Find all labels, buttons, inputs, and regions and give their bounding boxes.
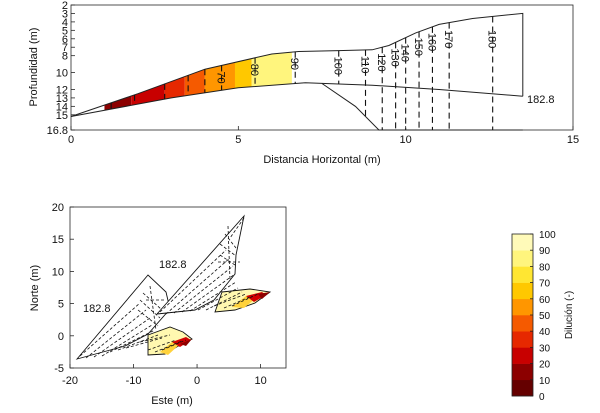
- bottom-contour-label-1: 182.8: [83, 303, 111, 315]
- top-contour-label: 100: [332, 57, 344, 75]
- bottom-plume-2: [155, 214, 272, 315]
- top-contour-label: 160: [425, 33, 437, 51]
- colorbar-tick-label: 60: [539, 295, 551, 306]
- colorbar-tick-label: 40: [539, 327, 551, 338]
- colorbar-block: [512, 379, 533, 397]
- colorbar-tick-label: 0: [539, 392, 545, 403]
- top-y-tick-label: 10: [56, 68, 68, 80]
- bottom-y-ticks: -5 0 5 10 15 20: [52, 202, 74, 375]
- top-x-ticks: 0 5 10 15: [68, 126, 579, 146]
- top-contour-label: 170: [442, 30, 454, 48]
- bottom-x-tick-label: 0: [194, 375, 200, 387]
- bottom-contour-label-2: 182.8: [159, 259, 187, 271]
- colorbar-block: [512, 298, 533, 316]
- top-y-tick-label: 2: [62, 0, 68, 12]
- top-contour-label: 150: [412, 38, 424, 56]
- bottom-y-axis-label: Norte (m): [29, 265, 41, 311]
- bottom-y-tick-label: 10: [52, 266, 64, 278]
- top-contour-label: 180: [486, 30, 498, 48]
- top-y-tick-label: 16.8: [47, 125, 68, 137]
- colorbar-tick-label: 100: [539, 230, 556, 241]
- top-y-tick-label: 8: [62, 51, 68, 63]
- bottom-x-axis-label: Este (m): [151, 395, 193, 407]
- top-plume-centerline: [70, 82, 523, 117]
- colorbar-block: [512, 331, 533, 348]
- top-contour-label: 140: [399, 44, 411, 62]
- colorbar-block: [512, 234, 533, 251]
- top-contour-label: 70: [215, 71, 227, 83]
- top-y-tick-label: 12: [56, 84, 68, 96]
- top-y-tick-label: 6: [62, 34, 68, 46]
- top-lower-branch: [321, 83, 523, 131]
- colorbar: 0 10 20 30 40 50 60 70 80 90 100 Dilución (-): [511, 230, 575, 403]
- bottom-y-tick-label: -5: [54, 363, 64, 375]
- colorbar-tick-label: 50: [539, 311, 551, 322]
- colorbar-block: [512, 315, 533, 332]
- bottom-y-tick-label: 20: [52, 202, 64, 214]
- top-x-tick-label: 15: [567, 134, 579, 146]
- bottom-x-tick-label: 10: [254, 375, 266, 387]
- top-y-tick-label: 3: [62, 8, 68, 20]
- colorbar-tick-label: 90: [539, 246, 551, 257]
- top-y-tick-label: 5: [62, 25, 68, 37]
- colorbar-blocks: [512, 234, 533, 397]
- colorbar-tick-label: 80: [539, 262, 551, 273]
- top-contour-label: 90: [288, 58, 300, 70]
- bottom-x-tick-label: -20: [62, 375, 78, 387]
- top-x-tick-label: 10: [400, 134, 412, 146]
- colorbar-block: [512, 282, 533, 300]
- top-plot-frame: [70, 4, 574, 131]
- top-x-axis-label: Distancia Horizontal (m): [263, 154, 380, 166]
- bottom-plot: 182.8 182.8 -20 -10 0 10 -5 0 5 10 15 20 Este (m…: [29, 202, 287, 407]
- bottom-x-ticks: -20 -10 0 10: [62, 364, 267, 387]
- bottom-y-tick-label: 0: [58, 331, 64, 343]
- colorbar-tick-label: 20: [539, 360, 551, 371]
- top-x-tick-label: 5: [235, 134, 241, 146]
- colorbar-tick-label: 10: [539, 376, 551, 387]
- top-contour-label: 130: [389, 48, 401, 66]
- top-y-tick-label: 4: [62, 17, 68, 29]
- colorbar-block: [512, 266, 533, 283]
- bottom-y-tick-label: 5: [58, 299, 64, 311]
- top-contour-label: 110: [359, 56, 371, 74]
- top-y-axis-label: Profundidad (m): [28, 28, 40, 107]
- top-end-label: 182.8: [527, 94, 555, 106]
- top-y-tick-label: 7: [62, 42, 68, 54]
- bottom-x-tick-label: -10: [126, 375, 142, 387]
- colorbar-label: Dilución (-): [564, 291, 575, 339]
- top-contour-label: 80: [248, 64, 260, 76]
- colorbar-block: [512, 347, 533, 364]
- colorbar-block: [512, 363, 533, 381]
- top-y-tick-label: 14: [56, 101, 68, 113]
- top-x-tick-label: 0: [68, 134, 74, 146]
- colorbar-tick-label: 30: [539, 343, 551, 354]
- bottom-y-tick-label: 15: [52, 234, 64, 246]
- colorbar-ticks: 0 10 20 30 40 50 60 70 80 90 100: [530, 230, 556, 403]
- bottom-plume-1: [75, 274, 193, 360]
- colorbar-block: [512, 250, 533, 267]
- top-y-tick-label: 13: [56, 93, 68, 105]
- top-y-tick-label: 15: [56, 110, 68, 122]
- top-contour-label: 120: [375, 53, 387, 71]
- colorbar-tick-label: 70: [539, 279, 551, 290]
